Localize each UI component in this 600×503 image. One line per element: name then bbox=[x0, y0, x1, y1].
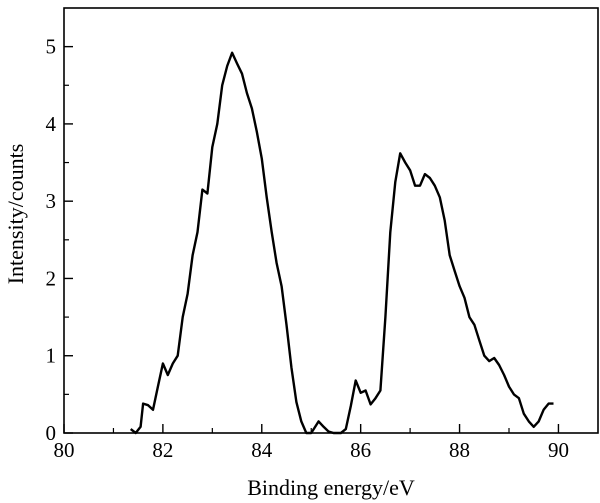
x-tick-label: 80 bbox=[54, 438, 75, 462]
y-tick-label: 0 bbox=[46, 421, 57, 445]
y-tick-label: 2 bbox=[46, 266, 57, 290]
series-line bbox=[129, 51, 554, 435]
x-tick-label: 90 bbox=[548, 438, 569, 462]
x-tick-label: 86 bbox=[350, 438, 371, 462]
x-tick-label: 84 bbox=[251, 438, 273, 462]
x-axis-label: Binding energy/eV bbox=[247, 475, 415, 500]
plot-border bbox=[63, 7, 599, 434]
series-layer bbox=[129, 51, 554, 435]
y-tick-label: 1 bbox=[46, 344, 57, 368]
x-ticks: 80 82 84 86 88 90 bbox=[54, 424, 569, 462]
y-tick-label: 3 bbox=[46, 189, 57, 213]
y-ticks: 0 1 2 3 4 5 bbox=[46, 35, 73, 445]
y-tick-label: 5 bbox=[46, 35, 57, 59]
x-tick-label: 82 bbox=[152, 438, 173, 462]
y-axis-label: Intensity/counts bbox=[3, 144, 28, 285]
x-tick-label: 88 bbox=[449, 438, 470, 462]
plot-frame bbox=[63, 7, 599, 434]
y-tick-label: 4 bbox=[46, 112, 57, 136]
